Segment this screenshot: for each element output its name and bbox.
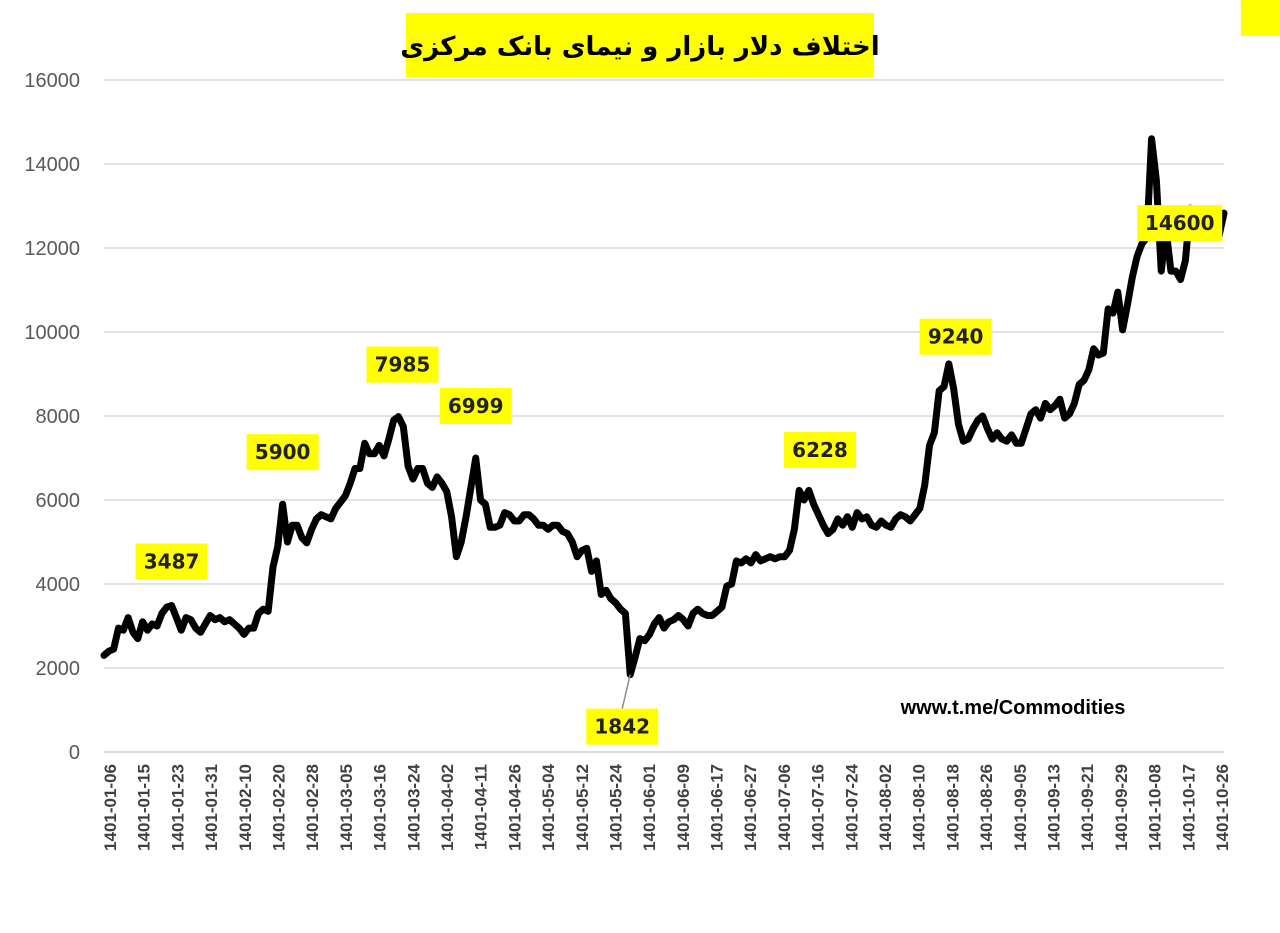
x-tick-label: 1401-06-09: [674, 764, 693, 851]
annotation-background: [919, 318, 992, 355]
annotation-label: 9240: [919, 318, 992, 355]
annotation-background: [246, 434, 319, 471]
y-tick-label: 8000: [36, 406, 81, 428]
x-tick-label: 1401-05-24: [606, 763, 625, 851]
annotation-background: [135, 543, 208, 580]
annotation-value: 9240: [928, 325, 984, 349]
annotation-value: 12830: [1249, 0, 1280, 5]
y-tick-label: 14000: [24, 154, 80, 176]
gridlines: [104, 79, 1224, 669]
annotation-background: [366, 346, 439, 383]
x-tick-label: 1401-05-12: [573, 764, 592, 851]
x-tick-label: 1401-02-28: [303, 764, 322, 851]
x-tick-label: 1401-01-23: [168, 764, 187, 851]
annotation-value: 6228: [792, 438, 848, 462]
annotation-value: 14600: [1145, 211, 1215, 235]
annotation-background: [1240, 0, 1280, 36]
chart-title-background: [406, 13, 874, 77]
annotation-leader-line: [621, 674, 631, 709]
x-tick-label: 1401-03-16: [371, 764, 390, 851]
x-tick-label: 1401-08-10: [910, 764, 929, 851]
x-tick-label: 1401-02-20: [269, 764, 288, 851]
x-tick-label: 1401-08-18: [943, 764, 962, 851]
x-tick-label: 1401-05-04: [539, 763, 558, 851]
x-tick-label: 1401-06-27: [741, 764, 760, 851]
annotation-label: 5900: [246, 434, 319, 471]
y-tick-label: 4000: [36, 574, 81, 596]
x-tick-label: 1401-10-17: [1179, 764, 1198, 851]
x-tick-label: 1401-10-08: [1146, 764, 1165, 851]
x-tick-label: 1401-04-11: [472, 764, 491, 850]
y-tick-label: 6000: [36, 490, 81, 512]
x-tick-label: 1401-09-29: [1112, 764, 1131, 851]
x-tick-label: 1401-06-01: [640, 764, 659, 851]
annotation-background: [1137, 205, 1223, 242]
annotation-label: 12830: [1240, 0, 1280, 36]
x-tick-label: 1401-07-24: [842, 763, 861, 851]
series-line: [100, 135, 1228, 679]
annotation-label: 1842: [586, 674, 659, 745]
x-tick-label: 1401-01-06: [101, 764, 120, 851]
x-tick-label: 1401-03-24: [404, 763, 423, 851]
annotation-background: [586, 708, 659, 745]
watermark-text: www.t.me/Commodities: [900, 697, 1126, 719]
x-tick-label: 1401-07-16: [809, 764, 828, 851]
y-axis-ticks: 0 2000 4000 6000 8000 10000 12000 14000 16000: [24, 70, 80, 764]
annotation-value: 3487: [144, 550, 200, 574]
y-tick-label: 0: [69, 742, 80, 764]
annotation-label: 3487: [135, 543, 208, 580]
annotation-value: 5900: [255, 440, 311, 464]
x-tick-label: 1401-08-02: [876, 764, 895, 851]
chart-title-box: اختلاف دلار بازار و نیمای بانک مرکزی: [400, 13, 880, 77]
x-tick-label: 1401-07-06: [775, 764, 794, 851]
annotation-label: 6999: [439, 388, 512, 425]
x-tick-label: 1401-04-02: [438, 764, 457, 851]
x-tick-label: 1401-04-26: [505, 764, 524, 851]
annotation-label: 6228: [784, 432, 856, 468]
annotation-label: 14600: [1137, 205, 1223, 242]
x-tick-label: 1401-09-21: [1078, 764, 1097, 851]
x-tick-label: 1401-10-26: [1213, 764, 1232, 851]
y-tick-label: 12000: [24, 238, 80, 260]
x-tick-label: 1401-09-13: [1045, 764, 1064, 851]
annotation-label: 7985: [366, 346, 439, 383]
y-tick-label: 2000: [36, 658, 81, 680]
annotation-value: 1842: [594, 715, 650, 739]
x-tick-label: 1401-06-17: [708, 764, 727, 851]
annotation-value: 7985: [375, 353, 431, 377]
annotation-background: [784, 432, 856, 468]
x-axis-ticks: 1401-01-06 1401-01-15 1401-01-23 1401-01-31…: [101, 763, 1232, 851]
annotation-background: [439, 388, 512, 425]
chart-title: اختلاف دلار بازار و نیمای بانک مرکزی: [400, 32, 879, 62]
y-tick-label: 10000: [24, 322, 80, 344]
annotation-value: 6999: [448, 394, 504, 418]
annotations: 3487 5900 7985 6999 1842 6228 9240 14600 12830: [135, 0, 1280, 745]
x-tick-label: 1401-09-05: [1011, 764, 1030, 851]
x-tick-label: 1401-08-26: [977, 764, 996, 851]
x-tick-label: 1401-01-15: [135, 764, 154, 851]
x-tick-label: 1401-02-10: [236, 764, 255, 851]
x-tick-label: 1401-03-05: [337, 764, 356, 851]
x-tick-label: 1401-01-31: [202, 764, 221, 851]
y-tick-label: 16000: [24, 70, 80, 92]
